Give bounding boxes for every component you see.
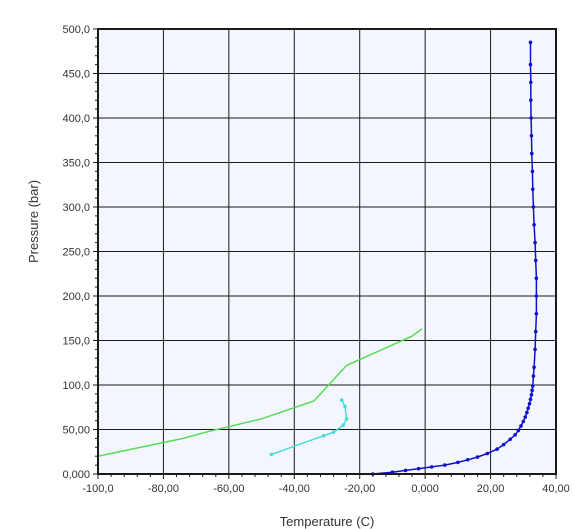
x-tick-label: 40,00 [542, 483, 570, 495]
y-tick-label: 500,0 [62, 24, 90, 36]
series-0-point [533, 258, 538, 263]
series-0-point [534, 294, 539, 298]
series-0-point [530, 187, 535, 191]
series-0-point [529, 151, 534, 156]
series-0-point [521, 419, 526, 424]
series-0-point [528, 62, 533, 67]
x-tick-label: -80,00 [148, 483, 179, 495]
series-0-point [416, 466, 421, 471]
series-0-point [530, 388, 534, 393]
series-0-point [532, 223, 536, 227]
series-0-point [513, 433, 517, 437]
series-0-point [523, 415, 528, 419]
series-0-point [501, 442, 506, 447]
series-0-point [534, 312, 539, 316]
series-0-point [456, 460, 460, 465]
series-0-point [530, 384, 535, 388]
series-0-point [442, 463, 447, 467]
series-0-point [475, 455, 480, 459]
series-2-point [341, 423, 346, 427]
y-axis-tick-labels: 0,000 50,00 100,0 150,0 200,0 250,0 300,0 350,0… [62, 24, 90, 481]
x-tick-label: -40,00 [279, 483, 310, 495]
series-0-point [508, 437, 512, 442]
y-tick-label: 350,0 [62, 158, 90, 170]
series-0-point [529, 116, 533, 120]
series-0-point [529, 134, 534, 138]
x-axis-title: Temperature (C) [280, 514, 375, 529]
series [97, 40, 539, 476]
series-0-point [525, 410, 529, 415]
series-0-point [529, 392, 534, 397]
series-0-point [495, 447, 499, 451]
series-2-point [331, 430, 336, 434]
series-2-point [344, 417, 349, 421]
series-2-point [269, 452, 274, 457]
series-0-point [531, 374, 536, 378]
series-0-point [533, 329, 538, 334]
y-tick-label: 0,000 [62, 469, 90, 481]
y-tick-label: 50,00 [62, 425, 90, 437]
plot-frame [97, 28, 557, 475]
x-tick-label: 0,000 [411, 483, 439, 495]
series-0-point [532, 365, 536, 370]
series-0-point [485, 451, 490, 456]
y-axis-title: Pressure (bar) [26, 180, 41, 263]
y-tick-label: 250,0 [62, 247, 90, 259]
series-0-point [533, 347, 537, 352]
x-tick-label: -100,0 [82, 483, 113, 495]
x-tick-label: -60,00 [213, 483, 244, 495]
series-0-point [516, 428, 521, 433]
x-tick-label: 20,00 [477, 483, 505, 495]
series-1-line [97, 328, 423, 457]
x-axis-tick-labels: -100,0 -80,00 -60,00 -40,00 -20,00 0,000 20,00… [82, 483, 569, 495]
series-0-point [519, 424, 523, 428]
series-0-point [531, 205, 536, 209]
x-tick-label: -20,00 [344, 483, 375, 495]
series-2-point [321, 433, 326, 438]
series-0-point [529, 80, 533, 85]
series-0-point [529, 98, 533, 102]
series-0-point [429, 465, 434, 469]
y-tick-label: 100,0 [62, 380, 90, 392]
series-0-point [534, 276, 539, 281]
series-0-point [528, 397, 533, 402]
series-0-point [533, 240, 537, 245]
y-tick-label: 400,0 [62, 113, 90, 125]
series-0-point [530, 169, 535, 174]
y-tick-label: 150,0 [62, 336, 90, 348]
series-0-point [403, 468, 408, 473]
series-0-point [465, 457, 470, 462]
y-tick-label: 200,0 [62, 291, 90, 303]
series-0-point [527, 401, 532, 406]
series-2-point [339, 398, 344, 402]
series-0-point [526, 406, 530, 410]
y-tick-label: 300,0 [62, 202, 90, 214]
series-2-point [343, 404, 347, 409]
y-tick-label: 450,0 [62, 69, 90, 81]
series-0-point [528, 40, 533, 45]
